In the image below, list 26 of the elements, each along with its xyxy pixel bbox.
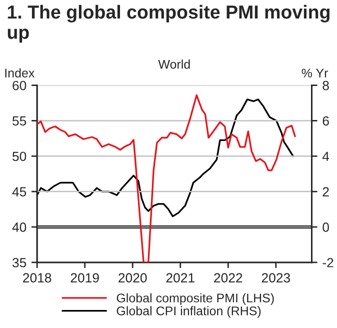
x-tick-label: 2020	[118, 273, 147, 283]
line-series	[37, 94, 296, 262]
line-series	[37, 98, 294, 218]
x-tick-label: 2022	[214, 273, 242, 283]
y2-tick-label: -2	[322, 258, 334, 268]
legend-label: Global CPI inflation (RHS)	[116, 306, 261, 318]
y-axis-title: Index	[5, 68, 35, 78]
y-tick-label: 40	[12, 222, 26, 232]
chart-subtitle: World	[158, 60, 190, 69]
y-tick-label: 60	[12, 80, 26, 90]
x-tick-label: 2019	[70, 273, 99, 283]
y-tick-label: 55	[12, 116, 26, 126]
y-tick-label: 45	[12, 187, 26, 196]
y2-tick-label: 4	[322, 152, 330, 161]
x-tick-label: 2021	[166, 273, 194, 283]
y2-tick-label: 8	[322, 80, 329, 90]
y-tick-label: 50	[12, 152, 26, 162]
x-tick-label: 2018	[23, 273, 52, 283]
legend-label: Global composite PMI (LHS)	[116, 293, 274, 305]
y2-tick-label: 2	[322, 187, 329, 196]
y2-tick-label: 6	[322, 116, 329, 126]
chart-title: 1. The global composite PMI moving up	[8, 4, 330, 43]
y2-axis-title: % Yr	[302, 68, 328, 78]
y2-tick-label: 0	[322, 222, 329, 232]
x-tick-label: 2023	[262, 273, 290, 283]
y-tick-label: 35	[12, 258, 26, 268]
